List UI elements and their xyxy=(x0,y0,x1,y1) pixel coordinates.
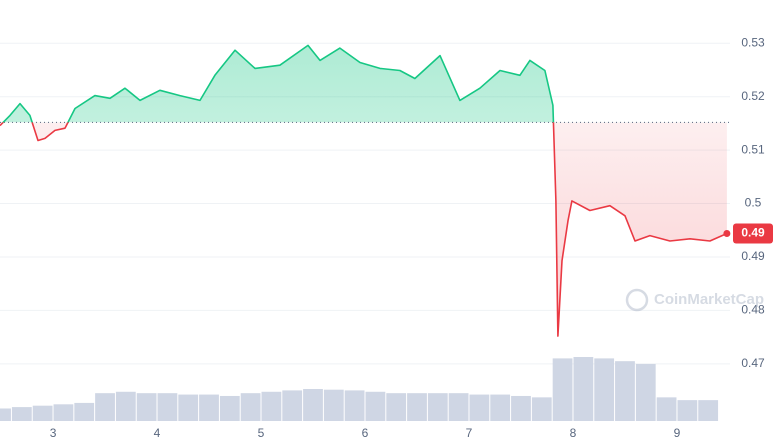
volume-bar xyxy=(594,358,615,421)
volume-bar xyxy=(219,395,240,421)
volume-bar xyxy=(698,400,719,421)
volume-bar xyxy=(448,393,469,421)
x-tick-label: 4 xyxy=(154,426,161,440)
volume-bar xyxy=(115,391,136,421)
volume-bar xyxy=(344,390,365,421)
volume-bar xyxy=(469,394,490,421)
x-tick-label: 9 xyxy=(674,426,681,440)
volume-bar xyxy=(386,393,407,421)
volume-bar xyxy=(573,357,594,421)
price-tag xyxy=(733,223,773,244)
volume-bar xyxy=(0,408,11,421)
volume-bar xyxy=(303,389,323,421)
volume-bar xyxy=(635,363,656,421)
volume-bar xyxy=(74,402,95,421)
volume-bar xyxy=(240,393,261,421)
volume-bar xyxy=(531,397,552,421)
y-tick-label: 0.47 xyxy=(741,356,765,370)
y-tick-label: 0.52 xyxy=(741,89,765,103)
price-line-down xyxy=(0,122,728,337)
volume-bar xyxy=(407,393,427,421)
volume-bar xyxy=(282,390,303,421)
volume-bar xyxy=(490,394,511,421)
y-tick-label: 0.5 xyxy=(745,196,762,210)
volume-bar xyxy=(178,394,199,421)
x-tick-label: 3 xyxy=(50,426,57,440)
x-tick-label: 6 xyxy=(362,426,369,440)
watermark-text: CoinMarketCap xyxy=(654,291,764,308)
x-tick-label: 8 xyxy=(570,426,577,440)
volume-bar xyxy=(615,361,635,421)
volume-bar xyxy=(552,358,573,421)
volume-bar xyxy=(136,393,157,421)
volume-bar xyxy=(157,393,178,421)
area-up xyxy=(0,45,727,123)
volume-bar xyxy=(199,394,219,421)
price-line-up xyxy=(2,44,555,123)
price-tag-label: 0.49 xyxy=(741,226,765,240)
volume-bar xyxy=(656,397,677,421)
volume-bar xyxy=(261,391,282,421)
watermark: CoinMarketCap xyxy=(625,288,764,312)
x-tick-label: 7 xyxy=(466,426,473,440)
volume-bar xyxy=(11,407,32,421)
volume-bar xyxy=(32,405,53,421)
volume-bar xyxy=(511,395,531,421)
area-down xyxy=(0,122,727,337)
y-tick-label: 0.48 xyxy=(741,303,765,317)
volume-bar xyxy=(677,400,698,421)
x-tick-label: 5 xyxy=(258,426,265,440)
y-tick-label: 0.53 xyxy=(741,35,765,49)
volume-bar xyxy=(53,404,74,421)
current-dot xyxy=(723,229,731,237)
volume-bar xyxy=(323,389,344,421)
volume-bar xyxy=(95,393,115,421)
volume-bar xyxy=(427,393,448,421)
y-tick-label: 0.49 xyxy=(741,249,765,263)
volume-bar xyxy=(365,391,386,421)
y-tick-label: 0.51 xyxy=(741,142,765,156)
